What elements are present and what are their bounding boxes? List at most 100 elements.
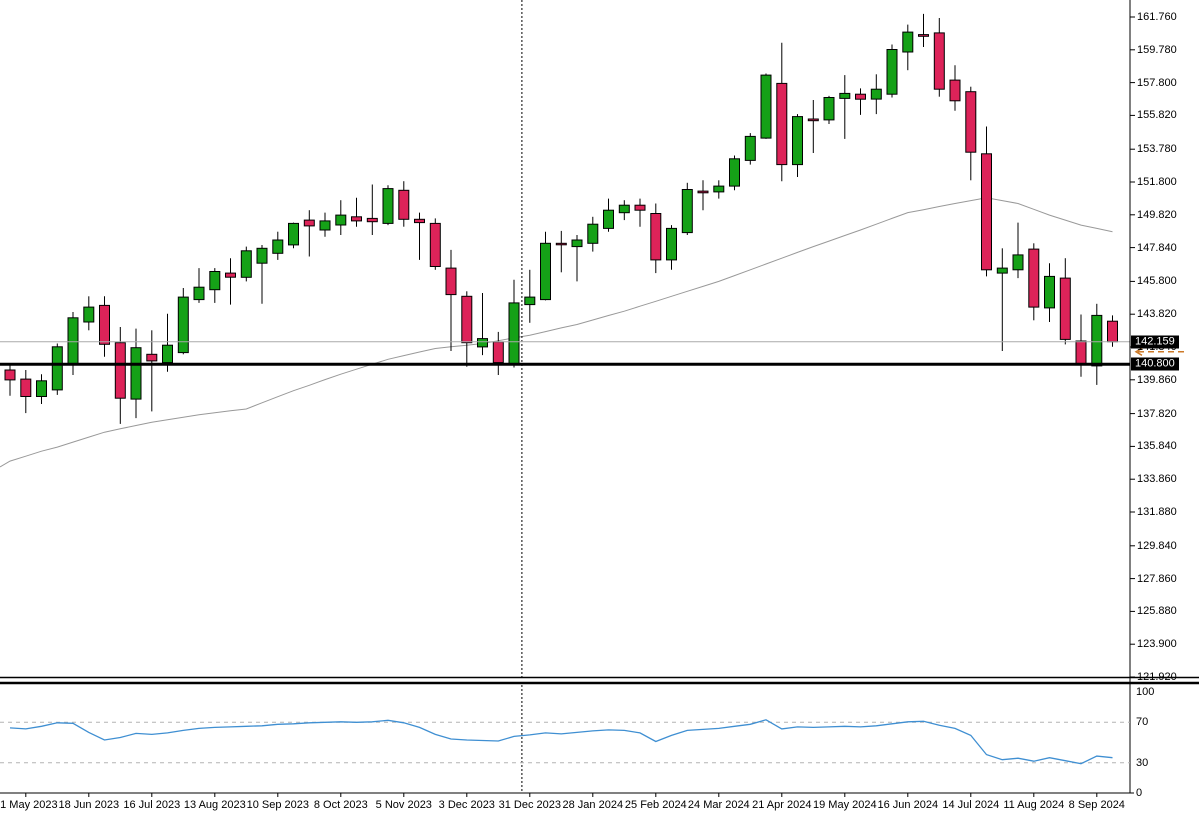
price-axis-label: 155.820 [1137, 109, 1177, 122]
candle-bull [886, 49, 898, 95]
date-label: 21 May 2023 [0, 799, 58, 811]
candle-bull [839, 92, 851, 99]
candle-bull [524, 296, 536, 306]
candle-bull [508, 302, 520, 366]
candle-bull [193, 286, 205, 301]
candle-bear [1107, 320, 1118, 343]
candle-bull [760, 74, 772, 139]
candle-bear [981, 153, 992, 271]
price-axis-label: 147.840 [1137, 241, 1177, 254]
candle-bull [288, 222, 299, 246]
candle-bull [177, 296, 189, 354]
candle-bull [477, 338, 488, 348]
indicator-axis-label: 30 [1136, 756, 1149, 769]
candle-bear [807, 118, 819, 122]
candle-bull [902, 31, 914, 53]
candle-bear [114, 342, 126, 399]
date-label: 13 Aug 2023 [183, 799, 246, 811]
date-label: 28 Jan 2024 [562, 799, 624, 811]
alert-arrow-icon [1134, 347, 1188, 356]
price-axis-label: 161.760 [1137, 11, 1177, 23]
moving-average-line [0, 197, 1113, 468]
candle-bear [855, 93, 866, 100]
price-axis-label: 145.800 [1137, 275, 1177, 288]
candle-bull [681, 189, 693, 234]
price-axis-label: 121.920 [1137, 671, 1177, 683]
candle-bull [744, 135, 756, 161]
candle-bull [996, 267, 1008, 274]
date-label: 14 Jul 2024 [942, 799, 1000, 811]
price-axis-label: 135.840 [1137, 440, 1177, 453]
candle-bear [697, 190, 709, 194]
candle-bear [461, 295, 473, 344]
price-axis-label: 131.880 [1137, 506, 1177, 518]
candle-bull [36, 380, 47, 397]
indicator-line [9, 719, 1113, 765]
candle-bull [51, 346, 63, 391]
candle-bull [162, 344, 173, 364]
price-axis-label: 157.800 [1137, 76, 1177, 89]
date-label: 16 Jun 2024 [877, 799, 939, 811]
price-axis-label: 137.820 [1137, 407, 1177, 420]
candle-bull [130, 347, 142, 400]
date-label: 11 Aug 2024 [1003, 799, 1065, 811]
candle-bull [729, 158, 740, 187]
candle-bear [776, 82, 788, 166]
candle-bear [933, 32, 945, 90]
candle-bear [366, 217, 378, 223]
candle-bear [414, 218, 425, 224]
candle-bear [1075, 340, 1087, 365]
candle-bull [335, 214, 347, 226]
indicator-axis-label: 70 [1136, 716, 1149, 729]
date-label: 25 Feb 2024 [624, 799, 687, 811]
candle-bear [146, 353, 158, 362]
candle-bull [792, 116, 803, 166]
price-axis-label: 153.780 [1137, 143, 1177, 156]
candle-bear [445, 267, 457, 296]
candle-bull [870, 88, 882, 100]
date-label: 16 Jul 2023 [123, 799, 181, 811]
date-label: 8 Sep 2024 [1068, 799, 1125, 811]
price-axis-label: 149.820 [1137, 208, 1177, 221]
price-axis-label: 133.860 [1137, 473, 1177, 486]
candle-bull [1012, 254, 1024, 271]
candle-bull [319, 220, 331, 231]
candle-bear [351, 216, 362, 222]
date-label: 18 Jun 2023 [58, 799, 120, 811]
candle-bear [20, 378, 32, 398]
candle-bull [1044, 275, 1055, 309]
candle-bull [382, 188, 394, 224]
date-label: 8 Oct 2023 [313, 799, 368, 811]
candle-bear [634, 204, 646, 211]
price-axis-label: 123.900 [1137, 638, 1177, 651]
candle-bull [618, 204, 630, 214]
price-axis-label: 143.820 [1137, 308, 1177, 321]
candle-bear [1059, 277, 1071, 340]
price-axis-label: 127.860 [1137, 572, 1177, 585]
candle-bull [83, 306, 95, 323]
date-label: 5 Nov 2023 [375, 799, 432, 811]
candle-bear [225, 272, 236, 278]
candle-bear [965, 91, 977, 153]
candle-bear [429, 222, 441, 267]
date-label: 3 Dec 2023 [438, 799, 495, 811]
price-axis-label: 129.840 [1137, 539, 1177, 552]
candle-bear [1028, 248, 1040, 308]
date-label: 24 Mar 2024 [687, 799, 750, 811]
candle-bull [272, 239, 284, 254]
candle-bear [4, 369, 16, 381]
candle-bull [240, 250, 252, 278]
indicator-axis-label: 0 [1136, 787, 1143, 799]
candle-bull [666, 227, 677, 261]
candle-bear [918, 34, 929, 37]
candle-bear [555, 242, 567, 246]
candle-bull [256, 247, 268, 264]
indicator-axis-label: 100 [1136, 686, 1155, 698]
candle-bear [949, 79, 961, 102]
candle-bull [571, 239, 583, 248]
date-label: 10 Sep 2023 [246, 799, 309, 811]
candle-bear [650, 213, 662, 261]
candle-bull [823, 97, 835, 121]
candle-bear [303, 219, 315, 227]
candle-bull [1091, 314, 1103, 367]
